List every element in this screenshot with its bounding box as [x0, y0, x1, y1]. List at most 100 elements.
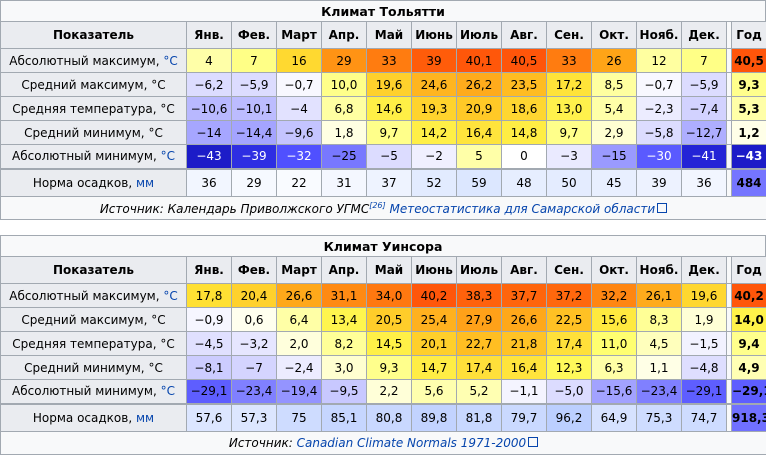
value-cell: 33: [366, 48, 412, 73]
month-header: Янв.: [186, 256, 232, 284]
table-row: Норма осадков, мм 36 29 22 31 37 52 59 48 50 45 39 3…: [0, 168, 766, 197]
value-cell: 0,6: [231, 307, 277, 332]
value-cell: −43: [186, 144, 232, 169]
row-label-text: Абсолютный минимум,: [12, 149, 161, 164]
row-label: Средняя температура, °C: [0, 331, 187, 356]
value-cell: 45: [591, 168, 637, 197]
unit-link[interactable]: мм: [135, 175, 155, 190]
value-cell: −7,4: [681, 96, 727, 121]
year-value-cell: 9,4: [731, 331, 766, 356]
value-cell: −23,4: [636, 379, 682, 404]
value-cell: 6,4: [276, 307, 322, 332]
row-label: Абсолютный минимум, °C: [0, 379, 187, 404]
table-row: Норма осадков, мм 57,6 57,3 75 85,1 80,8 89,8 8…: [0, 403, 766, 432]
row-label-text: Абсолютный максимум,: [9, 288, 164, 303]
month-header: Нояб.: [636, 256, 682, 284]
value-cell: −3: [546, 144, 592, 169]
source-link[interactable]: Метеостатистика для Самарской области: [389, 202, 668, 216]
value-cell: 37: [366, 168, 412, 197]
value-cell: 14,8: [501, 120, 547, 145]
value-cell: −8,1: [186, 355, 232, 380]
value-cell: 17,4: [546, 331, 592, 356]
month-header: Дек.: [681, 21, 727, 49]
unit-link[interactable]: °C: [160, 149, 175, 164]
value-cell: 26,2: [456, 72, 502, 97]
climate-data-table: Показатель Янв. Фев. Март Апр. Май Июнь Июль Авг…: [0, 21, 766, 220]
value-cell: −2,4: [276, 355, 322, 380]
value-cell: −6,2: [186, 72, 232, 97]
value-cell: 20,1: [411, 331, 457, 356]
value-cell: 4: [186, 48, 232, 73]
value-cell: 39: [636, 168, 682, 197]
month-header: Нояб.: [636, 21, 682, 49]
month-header: Дек.: [681, 256, 727, 284]
value-cell: 52: [411, 168, 457, 197]
value-cell: 22: [276, 168, 322, 197]
row-label: Норма осадков, мм: [0, 403, 187, 432]
value-cell: −0,7: [276, 72, 322, 97]
year-value-cell: 40,2: [731, 283, 766, 308]
value-cell: 31,1: [321, 283, 367, 308]
source-link[interactable]: Canadian Climate Normals 1971-2000: [297, 436, 539, 450]
unit-link[interactable]: мм: [135, 410, 155, 425]
value-cell: −29,1: [186, 379, 232, 404]
year-value-cell: −43: [731, 144, 766, 169]
value-cell: 7: [231, 48, 277, 73]
row-label-text: Норма осадков,: [32, 410, 136, 425]
header-row: Показатель Янв. Фев. Март Апр. Май Июнь Июль Авг…: [0, 21, 766, 49]
year-value-cell: 1,2: [731, 120, 766, 145]
source-cell: Источник: Календарь Приволжского УГМС[26…: [0, 196, 766, 220]
year-value-cell: 4,9: [731, 355, 766, 380]
value-cell: 14,7: [411, 355, 457, 380]
value-cell: −3,2: [231, 331, 277, 356]
table-row: Абсолютный минимум, °C −29,1 −23,4 −19,4 −9,…: [0, 379, 766, 404]
value-cell: 80,8: [366, 403, 412, 432]
source-row: Источник: Canadian Climate Normals 1971-…: [0, 431, 766, 455]
row-label: Средняя температура, °C: [0, 96, 187, 121]
row-label: Средний минимум, °C: [0, 355, 187, 380]
unit-link[interactable]: °C: [163, 53, 178, 68]
external-link-icon: [528, 437, 539, 447]
value-cell: 29: [321, 48, 367, 73]
value-cell: 5,2: [456, 379, 502, 404]
value-cell: 20,5: [366, 307, 412, 332]
value-cell: −7: [231, 355, 277, 380]
year-value-cell: −29,1: [731, 379, 766, 404]
value-cell: 16,4: [501, 355, 547, 380]
value-cell: 19,6: [366, 72, 412, 97]
row-label-text: Средняя температура, °C: [12, 101, 175, 116]
value-cell: 6,8: [321, 96, 367, 121]
value-cell: 75: [276, 403, 322, 432]
value-cell: −32: [276, 144, 322, 169]
row-label: Абсолютный максимум, °C: [0, 283, 187, 308]
value-cell: 12,3: [546, 355, 592, 380]
reference-link[interactable]: [26]: [369, 200, 386, 210]
unit-link[interactable]: °C: [163, 288, 178, 303]
source-text: Источник:: [228, 436, 297, 450]
value-cell: −1,1: [501, 379, 547, 404]
value-cell: 15,6: [591, 307, 637, 332]
value-cell: 2,2: [366, 379, 412, 404]
value-cell: 36: [681, 168, 727, 197]
value-cell: 10,0: [321, 72, 367, 97]
unit-link[interactable]: °C: [160, 384, 175, 399]
value-cell: 22,5: [546, 307, 592, 332]
value-cell: −0,9: [186, 307, 232, 332]
value-cell: 85,1: [321, 403, 367, 432]
month-header: Окт.: [591, 256, 637, 284]
value-cell: 79,7: [501, 403, 547, 432]
value-cell: −5: [366, 144, 412, 169]
value-cell: −9,5: [321, 379, 367, 404]
value-cell: −2: [411, 144, 457, 169]
value-cell: −29,1: [681, 379, 727, 404]
value-cell: −19,4: [276, 379, 322, 404]
value-cell: −5,9: [231, 72, 277, 97]
value-cell: 24,6: [411, 72, 457, 97]
value-cell: 5,4: [591, 96, 637, 121]
row-label-text: Средний минимум, °C: [24, 125, 163, 140]
table-row: Абсолютный минимум, °C −43 −39 −32 −25 −5 −2 5 0…: [0, 144, 766, 169]
external-link-icon: [657, 202, 668, 213]
month-header: Июнь: [411, 256, 457, 284]
indicator-header: Показатель: [0, 256, 187, 284]
value-cell: 81,8: [456, 403, 502, 432]
